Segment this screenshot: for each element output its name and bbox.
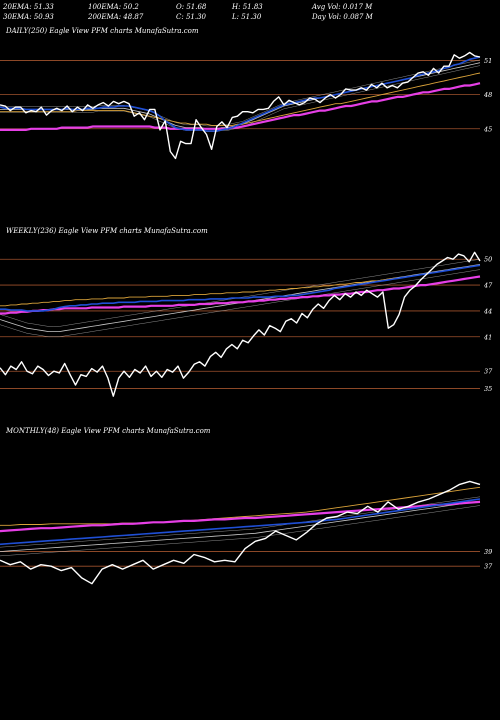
ma-gold-series-line xyxy=(0,72,481,126)
monthly-chart: 39 37 xyxy=(0,480,493,585)
ema-long-series-line xyxy=(0,275,481,315)
ema-short-series-line xyxy=(0,56,481,132)
daily-chart-title: DAILY(250) Eagle View PFM charts MunafaS… xyxy=(6,27,199,35)
ema20-value: 20EMA: 51.33 xyxy=(3,3,54,11)
y-tick-label: 39 xyxy=(484,548,492,556)
low-value: L: 51.30 xyxy=(232,13,262,21)
ema100-value: 100EMA: 50.2 xyxy=(88,3,139,11)
y-tick-label: 41 xyxy=(483,333,492,341)
y-tick-label: 44 xyxy=(483,307,492,315)
ma-band-line xyxy=(0,59,481,127)
day-vol-value: Day Vol: 0.087 M xyxy=(312,13,373,21)
ma-band-line xyxy=(0,269,481,338)
ema-short-series-line xyxy=(0,264,481,312)
weekly-chart: 50 47 44 41 37 35 xyxy=(0,251,493,397)
ema30-value: 30EMA: 50.93 xyxy=(3,13,54,21)
weekly-chart-title: WEEKLY(236) Eagle View PFM charts Munafa… xyxy=(6,227,208,235)
ema-long-series-line xyxy=(0,82,481,131)
ema200-value: 200EMA: 48.87 xyxy=(88,13,144,21)
daily-chart: 51 48 45 xyxy=(0,51,492,160)
ma-gold-series-line xyxy=(0,264,481,307)
ma-band-line xyxy=(0,505,481,557)
price-series-line xyxy=(0,480,481,585)
y-tick-label: 37 xyxy=(484,368,493,376)
y-tick-label: 47 xyxy=(483,282,493,290)
y-tick-label: 45 xyxy=(483,125,492,133)
close-value: C: 51.30 xyxy=(176,13,206,21)
y-tick-label: 51 xyxy=(484,57,492,65)
y-tick-label: 50 xyxy=(484,256,492,264)
ma-gold-series-line xyxy=(0,486,481,526)
price-series-line xyxy=(0,251,481,397)
high-value: H: 51.83 xyxy=(232,3,263,11)
ma-grey-series-line xyxy=(0,500,481,552)
y-tick-label: 37 xyxy=(484,563,493,571)
y-tick-label: 35 xyxy=(484,385,492,393)
ema-long-series-line xyxy=(0,500,481,533)
price-series-line xyxy=(0,51,481,160)
y-tick-label: 48 xyxy=(483,91,492,99)
avg-vol-value: Avg Vol: 0.017 M xyxy=(312,3,373,11)
open-value: O: 51.68 xyxy=(176,3,207,11)
monthly-chart-title: MONTHLY(48) Eagle View PFM charts Munafa… xyxy=(6,427,211,435)
ema-short-series-line xyxy=(0,498,481,546)
